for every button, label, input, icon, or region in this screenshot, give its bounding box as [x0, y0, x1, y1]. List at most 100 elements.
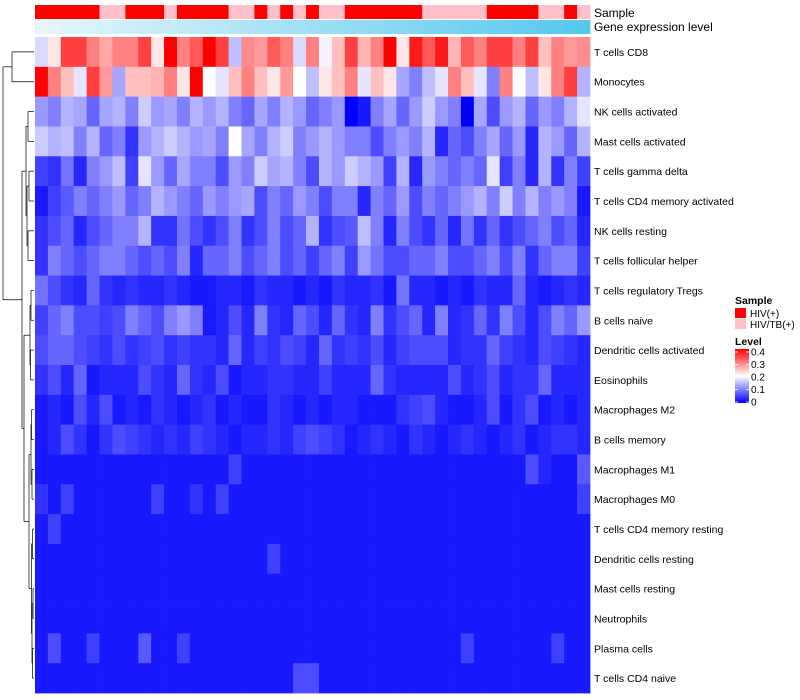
- heatmap-cell: [486, 37, 501, 68]
- heatmap-cell: [448, 186, 462, 217]
- heatmap-cell: [164, 156, 178, 187]
- heatmap-cell: [125, 305, 139, 336]
- sample-annotation-cell: [357, 5, 371, 19]
- heatmap-cell: [60, 335, 75, 366]
- heatmap-cell: [73, 96, 88, 127]
- heatmap-cell: [370, 275, 384, 306]
- heatmap-cell: [280, 514, 294, 545]
- heatmap-cell: [435, 335, 449, 366]
- heatmap-cell: [460, 156, 475, 187]
- heatmap-cell: [422, 454, 436, 485]
- heatmap-cell: [267, 394, 281, 426]
- heatmap-cell: [86, 37, 100, 68]
- heatmap-cell: [306, 394, 320, 426]
- row-label: NK cells activated: [594, 107, 678, 119]
- sample-annotation-cell: [538, 5, 552, 19]
- heatmap-cell: [331, 633, 346, 664]
- expression-annotation-cell: [331, 20, 346, 34]
- heatmap-cell: [202, 514, 217, 545]
- expression-annotation-cell: [564, 20, 578, 34]
- sample-annotation-cell: [331, 5, 346, 19]
- heatmap-cell: [344, 603, 359, 634]
- heatmap-cell: [331, 156, 346, 187]
- heatmap-cell: [564, 96, 578, 127]
- heatmap-cell: [138, 37, 152, 68]
- sample-annotation-cell: [47, 5, 62, 19]
- expression-annotation-cell: [176, 20, 191, 34]
- heatmap-cell: [396, 96, 410, 127]
- heatmap-cell: [176, 365, 191, 396]
- heatmap-cell: [138, 573, 152, 604]
- expression-annotation-cell: [99, 20, 113, 34]
- heatmap-cell: [473, 603, 488, 634]
- heatmap-cell: [306, 275, 320, 306]
- heatmap-cell: [280, 543, 294, 575]
- expression-annotation-cell: [448, 20, 462, 34]
- heatmap-cell: [112, 484, 126, 515]
- heatmap-cell: [189, 663, 204, 694]
- heatmap-cell: [460, 663, 475, 694]
- heatmap-cell: [138, 484, 152, 515]
- heatmap-cell: [306, 186, 320, 217]
- heatmap-cell: [486, 66, 501, 98]
- heatmap-cell: [254, 484, 268, 515]
- heatmap-cell: [112, 514, 126, 545]
- heatmap-cell: [306, 96, 320, 127]
- expression-annotation-cell: [47, 20, 62, 34]
- heatmap-cell: [318, 663, 333, 694]
- heatmap-cell: [577, 245, 591, 276]
- heatmap-cell: [383, 603, 397, 634]
- heatmap-cell: [112, 126, 126, 157]
- heatmap-cell: [202, 543, 217, 575]
- heatmap-cell: [228, 96, 242, 127]
- heatmap-cell: [202, 394, 217, 426]
- heatmap-cell: [435, 245, 449, 276]
- heatmap-cell: [176, 215, 191, 247]
- heatmap-cell: [357, 514, 371, 545]
- heatmap-cell: [383, 66, 397, 98]
- heatmap-cell: [112, 37, 126, 68]
- heatmap-cell: [35, 335, 49, 366]
- heatmap-cell: [551, 37, 565, 68]
- heatmap-cell: [422, 424, 436, 455]
- heatmap-cell: [344, 96, 359, 127]
- heatmap-cell: [460, 365, 475, 396]
- heatmap-cell: [422, 663, 436, 694]
- heatmap-cell: [35, 424, 49, 455]
- heatmap-cell: [164, 37, 178, 68]
- heatmap-cell: [564, 365, 578, 396]
- heatmap-cell: [564, 454, 578, 485]
- heatmap-cell: [577, 454, 591, 485]
- heatmap-cell: [202, 305, 217, 336]
- heatmap-cell: [473, 96, 488, 127]
- heatmap-cell: [176, 394, 191, 426]
- heatmap-cell: [176, 126, 191, 157]
- heatmap-cell: [228, 573, 242, 604]
- heatmap-cell: [435, 633, 449, 664]
- heatmap-cell: [551, 126, 565, 157]
- heatmap-cell: [215, 543, 230, 575]
- heatmap-cell: [35, 394, 49, 426]
- expression-annotation-cell: [202, 20, 217, 34]
- heatmap-cell: [512, 543, 526, 575]
- heatmap-cell: [280, 305, 294, 336]
- heatmap-cell: [486, 394, 501, 426]
- heatmap-cell: [331, 484, 346, 515]
- heatmap-cell: [409, 663, 423, 694]
- heatmap-cell: [60, 186, 75, 217]
- heatmap-cell: [512, 126, 526, 157]
- heatmap-cell: [293, 633, 307, 664]
- heatmap-cell: [164, 305, 178, 336]
- heatmap-cell: [564, 156, 578, 187]
- heatmap-cell: [448, 633, 462, 664]
- level-tick-label: 0.4: [751, 348, 765, 359]
- heatmap-cell: [564, 484, 578, 515]
- legend: Sample HIV(+) HIV/TB(+) Level 0.40.30.20…: [735, 295, 795, 409]
- heatmap-cell: [525, 245, 539, 276]
- heatmap-cell: [267, 245, 281, 276]
- heatmap-cell: [112, 186, 126, 217]
- heatmap-cell: [577, 215, 591, 247]
- row-label: Plasma cells: [594, 643, 653, 655]
- heatmap-cell: [422, 335, 436, 366]
